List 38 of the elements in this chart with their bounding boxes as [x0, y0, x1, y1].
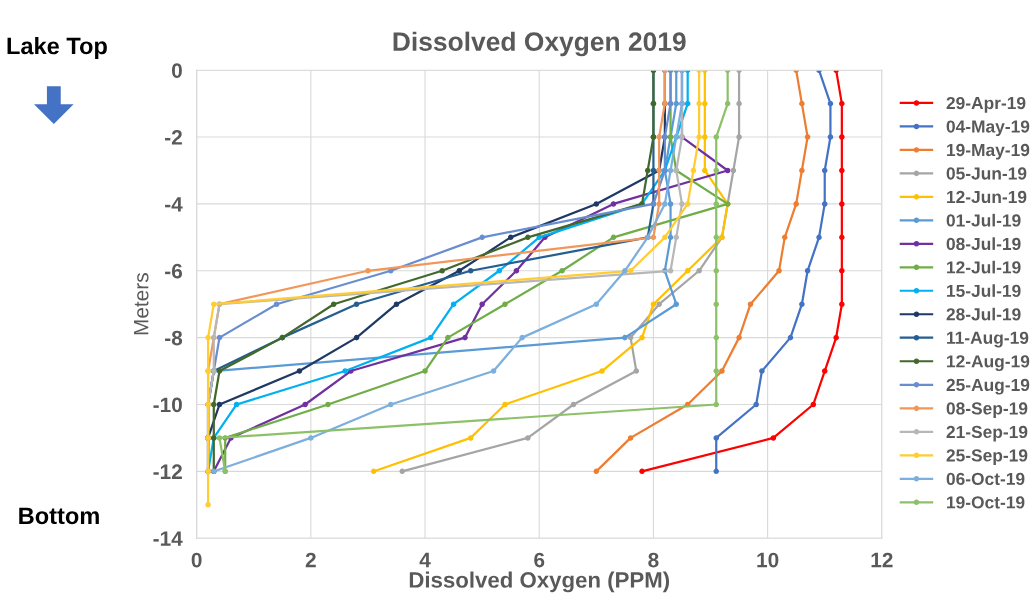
y-axis-title: Meters: [134, 273, 149, 335]
y-tick-label: -8: [165, 330, 183, 346]
y-tick-label: -6: [165, 263, 183, 279]
legend-label: 25-Sep-19: [946, 449, 1028, 465]
legend-label: 06-Oct-19: [946, 472, 1025, 486]
legend-label: 19-Oct-19: [947, 496, 1025, 509]
legend-label: 25-Aug-19: [946, 378, 1030, 395]
y-tick-label: -2: [165, 130, 182, 145]
x-tick-label: 12: [871, 552, 893, 568]
chart-title: Dissolved Oxygen 2019: [393, 31, 686, 57]
x-tick-label: 10: [757, 552, 779, 568]
x-tick-label: 4: [419, 552, 431, 568]
legend-label: 01-Jul-19: [946, 213, 1021, 227]
x-tick-label: 0: [191, 552, 202, 568]
y-tick-label: -4: [165, 197, 183, 212]
x-tick-label: 2: [305, 552, 316, 568]
legend-label: 04-May-19: [946, 120, 1030, 137]
legend-label: 21-Sep-19: [946, 425, 1028, 442]
legend-label: 08-Sep-19: [946, 402, 1028, 419]
y-tick-label: -14: [153, 531, 183, 546]
legend-label: 12-Aug-19: [947, 355, 1030, 372]
y-tick-label: -10: [153, 397, 182, 413]
legend-label: 28-Jul-19: [946, 307, 1021, 321]
x-axis-title: Dissolved Oxygen (PPM): [409, 571, 670, 593]
legend-label: 11-Aug-19: [947, 331, 1029, 348]
legend-label: 29-Apr-19: [946, 96, 1026, 113]
text: Lake Top: [7, 37, 107, 59]
x-tick-label: 8: [648, 552, 659, 568]
legend-label: 19-May-19: [947, 143, 1030, 160]
text: Bottom: [19, 507, 99, 525]
legend-label: 15-Jul-19: [947, 284, 1021, 298]
x-tick-label: 6: [534, 552, 545, 568]
legend-label: 12-Jun-19: [947, 190, 1027, 204]
legend-label: 05-Jun-19: [946, 167, 1027, 180]
y-tick-label: -12: [153, 464, 182, 479]
legend-label: 08-Jul-19: [946, 237, 1021, 251]
y-tick-label: 0: [172, 63, 182, 78]
legend-label: 12-Jul-19: [947, 260, 1021, 274]
